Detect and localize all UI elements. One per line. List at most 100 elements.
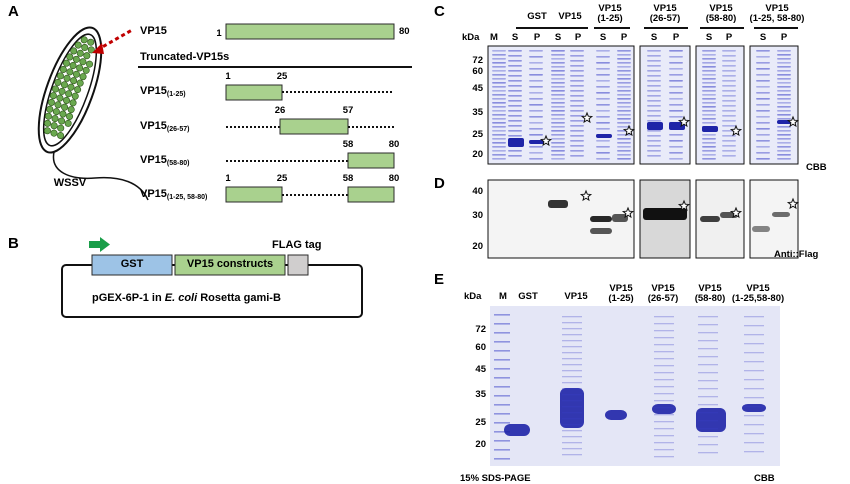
c-lane-3-band [551,142,565,144]
virion-particle-dot [76,64,84,72]
e-lane-label-0: GST [518,291,538,302]
c-lane-11-band [756,68,770,70]
e-protein-band-26-57 [652,404,676,414]
c-lane-5-band [596,128,610,130]
c-lane-9-band [702,110,716,112]
e-marker-band [494,395,510,397]
c-lane-5-band [596,86,610,88]
c-lane-6-band [617,82,631,84]
c-lane-8-band [669,152,683,154]
c-lane-6-band [617,66,631,68]
c-tick-45: 45 [472,83,483,94]
e-faint-band [562,412,582,414]
vp15-full-bar [225,23,395,40]
c-lane-1-band [508,95,522,97]
c-tick-25: 25 [472,129,483,140]
c-lane-9-band [702,98,716,100]
vp15-full-start: 1 [216,28,222,39]
c-lane-12-band [777,106,791,108]
d-blot-band-0 [548,200,568,208]
c-star-2-star-icon [622,124,636,137]
c-lane-9-band [702,142,716,144]
c-lane-5-band [596,158,610,160]
c-lane-11-band [756,146,770,148]
d-blot-band-5 [700,216,720,222]
c-lane-0-band [492,106,506,108]
e-faint-band [744,343,764,345]
construct-1-25-label: VP15(1-25) [140,85,186,99]
e-lane-label-4: VP15 (58-80) [694,283,726,304]
e-faint-band [698,340,718,342]
construct-58-80-label: VP15(58-80) [140,154,190,168]
c-lane-6-band [617,134,631,136]
c-lane-6-band [617,58,631,60]
c-lane-2-band [529,104,543,106]
c-lane-8-band [669,50,683,52]
c-lane-10-band [722,110,736,112]
c-lane-3-band [551,82,565,84]
c-lane-5-band [596,152,610,154]
gst-label: GST [120,258,144,270]
c-lane-1-band [508,90,522,92]
c-lane-4-band [570,50,584,52]
c-lane-0-band [492,118,506,120]
virion-particle-dot [79,58,87,66]
c-lane-9-band [702,106,716,108]
virion-particle-dot [66,68,74,76]
e-lane-label-5: VP15 (1-25,58-80) [731,283,785,304]
construct-26-57-bar [279,118,349,135]
e-marker-band [494,422,510,424]
e-marker-band [494,404,510,406]
c-lane-8-band [669,56,683,58]
c-p-label: P [725,32,733,43]
c-lane-12-band [777,134,791,136]
c-lane-1-band [508,125,522,127]
e-marker-band [494,386,510,388]
c-lane-4-band [570,150,584,152]
e-faint-band [744,451,764,453]
e-marker-band [494,440,510,442]
wssv-virion [37,26,149,201]
c-lane-11-band [756,110,770,112]
c-lane-2-band [529,152,543,154]
c-lane-4-band [570,135,584,137]
c-lane-4-band [570,90,584,92]
c-lane-4-band [570,105,584,107]
c-lane-6-band [617,98,631,100]
virion-particle-dot [66,53,74,61]
c-lane-7-band [647,100,661,102]
e-faint-band [744,316,764,318]
virion-particle-dot [71,92,79,100]
c-tick-35: 35 [472,107,483,118]
c-lane-9-band [702,66,716,68]
c-lane-10-band [722,55,736,57]
c-lane-8-band [669,74,683,76]
e-faint-band [698,412,718,414]
c-lane-4-band [570,70,584,72]
c-lane-3-band [551,146,565,148]
c-lane-7-band [647,90,661,92]
e-faint-band [562,316,582,318]
e-footer-right: CBB [754,473,775,484]
c-lane-9-band [702,138,716,140]
flag-tag-label: FLAG tag [272,239,322,251]
virion-particle-dot [57,124,65,132]
virion-particle-dot [59,110,67,118]
c-lane-7-band [647,155,661,157]
e-faint-band [562,370,582,372]
c-lane-11-band [756,92,770,94]
c-lane-6-band [617,142,631,144]
c-lane-0-band [492,126,506,128]
c-lane-0-band [492,142,506,144]
e-faint-band [744,370,764,372]
c-lane-10-band [722,150,736,152]
e-faint-band [562,358,582,360]
c-lane-1-band [508,105,522,107]
e-faint-band [698,356,718,358]
c-p-label: P [533,32,541,43]
virion-particle-dot [52,108,60,116]
e-faint-band [698,348,718,350]
c-lane-6-band [617,54,631,56]
c-lane-0-band [492,62,506,64]
c-lane-2-band [529,146,543,148]
